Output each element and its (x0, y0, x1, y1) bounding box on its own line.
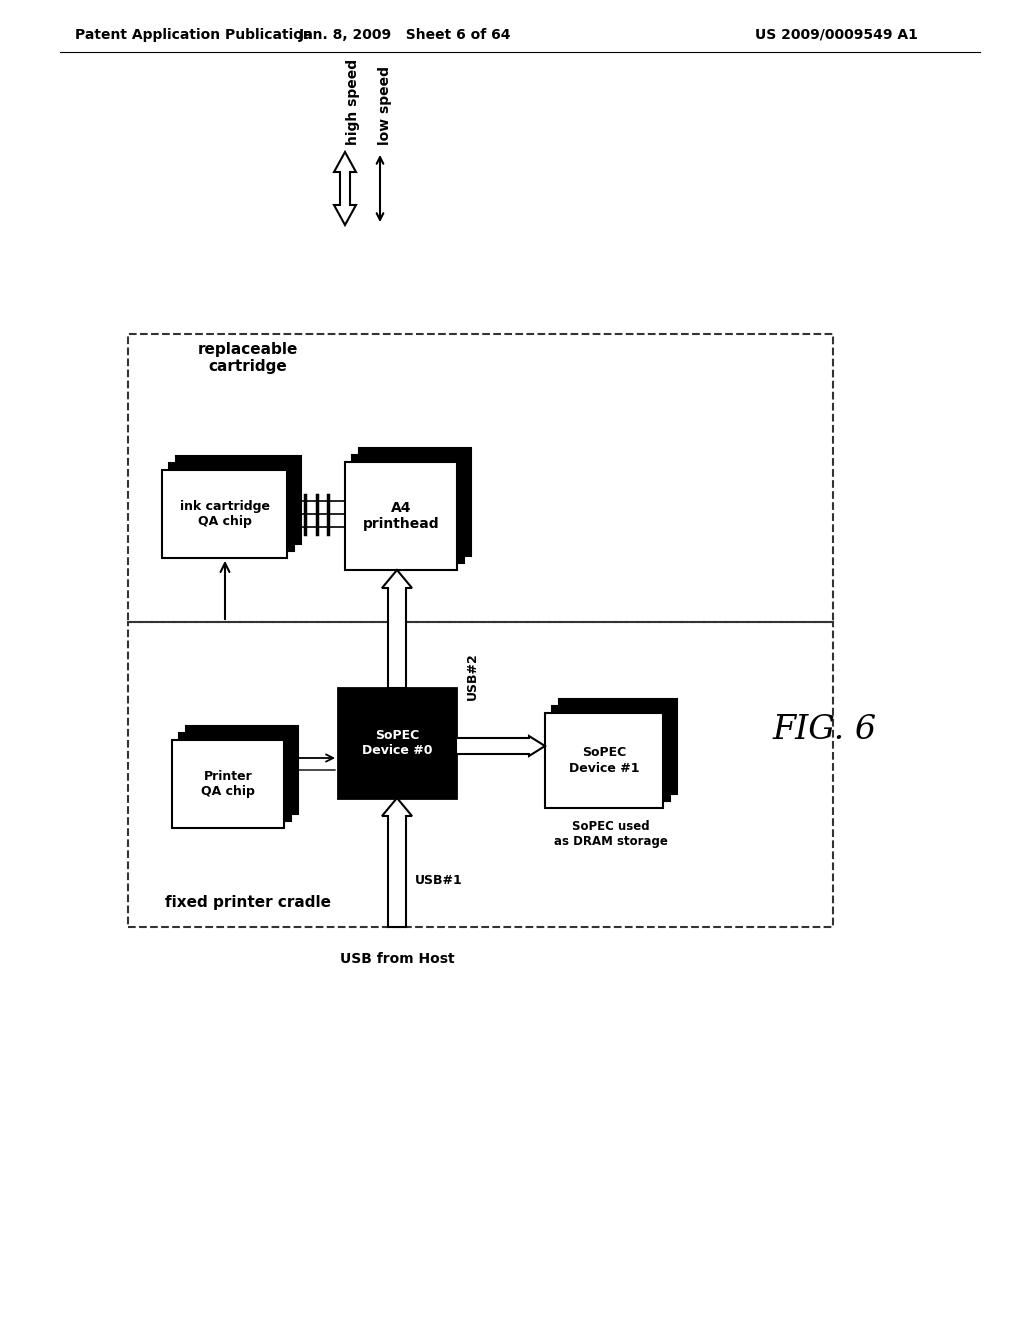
Text: fixed printer cradle: fixed printer cradle (165, 895, 331, 909)
Bar (186, 726, 298, 814)
Text: USB from Host: USB from Host (340, 952, 455, 966)
Text: replaceable
cartridge: replaceable cartridge (198, 342, 298, 375)
Bar (179, 733, 291, 821)
Text: SoPEC
Device #0: SoPEC Device #0 (361, 729, 432, 756)
Polygon shape (334, 152, 356, 224)
Text: USB#1: USB#1 (415, 874, 463, 887)
Bar (338, 688, 456, 799)
Text: USB#2: USB#2 (466, 652, 479, 700)
Polygon shape (456, 737, 545, 756)
Text: A4
printhead: A4 printhead (362, 500, 439, 531)
Text: US 2009/0009549 A1: US 2009/0009549 A1 (755, 28, 918, 42)
Bar (345, 462, 457, 570)
Text: high speed: high speed (346, 59, 360, 145)
Polygon shape (382, 570, 412, 688)
Text: SoPEC used
as DRAM storage: SoPEC used as DRAM storage (554, 820, 668, 847)
Text: SoPEC
Device #1: SoPEC Device #1 (568, 747, 639, 775)
Text: FIG. 6: FIG. 6 (773, 714, 878, 746)
Bar (128, 622, 833, 927)
Text: low speed: low speed (378, 66, 392, 145)
Bar (545, 713, 663, 808)
Bar (559, 700, 677, 795)
Bar (172, 741, 284, 828)
Bar (162, 470, 287, 558)
Polygon shape (382, 799, 412, 927)
Text: Printer
QA chip: Printer QA chip (201, 770, 255, 799)
Bar (352, 455, 464, 564)
Bar (552, 706, 670, 801)
Bar (359, 447, 471, 556)
Text: ink cartridge
QA chip: ink cartridge QA chip (179, 500, 269, 528)
Bar (169, 463, 294, 550)
Text: Jan. 8, 2009   Sheet 6 of 64: Jan. 8, 2009 Sheet 6 of 64 (299, 28, 511, 42)
Bar (176, 455, 301, 544)
Bar (128, 334, 833, 622)
Text: Patent Application Publication: Patent Application Publication (75, 28, 312, 42)
